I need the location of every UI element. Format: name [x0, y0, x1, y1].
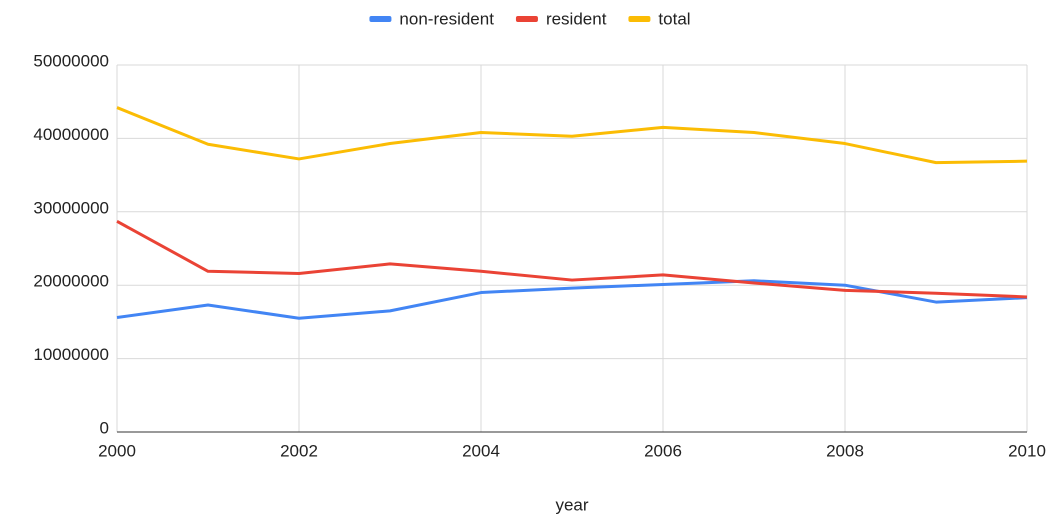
legend-label: total — [658, 9, 690, 28]
legend-swatch — [369, 16, 392, 22]
x-tick-label: 2006 — [644, 441, 682, 460]
x-tick-label: 2008 — [826, 441, 864, 460]
data-line — [116, 279, 1028, 320]
y-tick-label: 20000000 — [33, 272, 109, 291]
data-line — [116, 220, 1028, 299]
y-tick-label: 0 — [100, 418, 109, 437]
y-tick-label: 50000000 — [33, 51, 109, 70]
y-tick-label: 40000000 — [33, 125, 109, 144]
x-tick-label: 2000 — [98, 441, 136, 460]
y-tick-label: 30000000 — [33, 198, 109, 217]
legend-label: resident — [546, 9, 607, 28]
x-axis-label: year — [555, 495, 588, 514]
x-tick-label: 2002 — [280, 441, 318, 460]
x-tick-label: 2004 — [462, 441, 500, 460]
data-line — [116, 106, 1028, 165]
legend-swatch — [628, 16, 651, 22]
x-tick-label: 2010 — [1008, 441, 1046, 460]
legend-swatch — [515, 16, 538, 22]
y-tick-label: 10000000 — [33, 345, 109, 364]
legend-label: non-resident — [399, 9, 494, 28]
